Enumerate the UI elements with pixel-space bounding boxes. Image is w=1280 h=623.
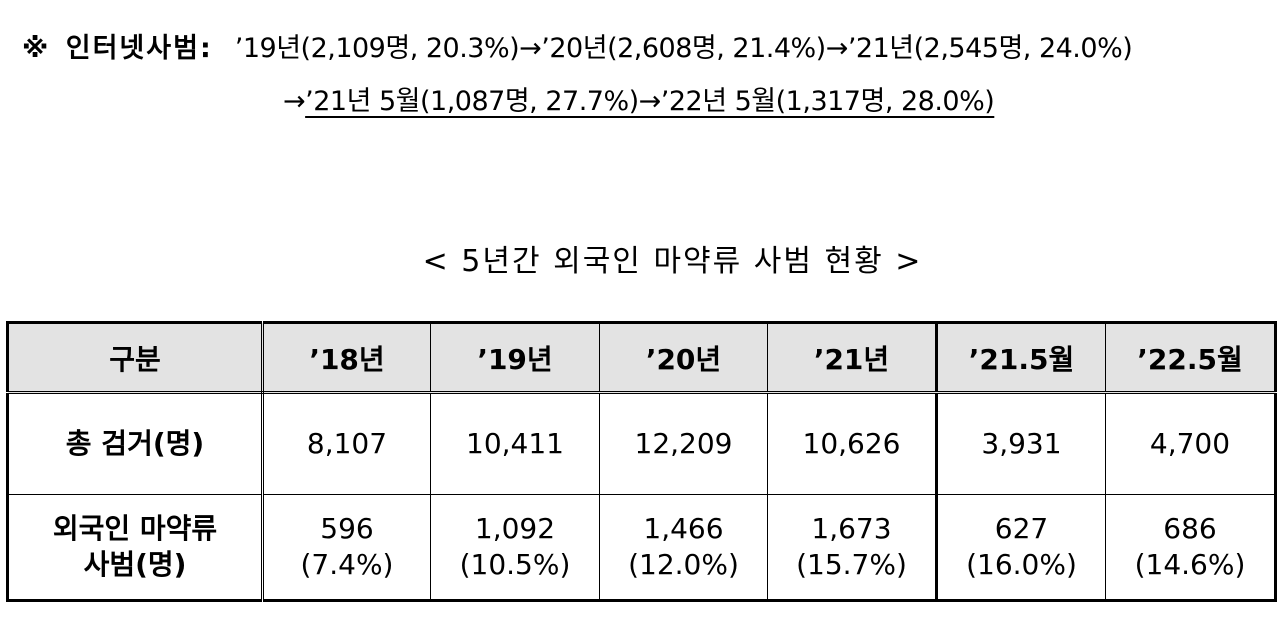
arrow-icon: → [283, 86, 306, 117]
table-cell: 1,673 (15.7%) [767, 494, 937, 601]
table-cell: 1,092 (10.5%) [430, 494, 600, 601]
cell-share: (7.4%) [300, 548, 394, 581]
table-cell: 10,626 [767, 392, 937, 495]
cell-share: (10.5%) [459, 548, 571, 581]
cell-count: 596 [320, 512, 374, 545]
table-cell: 8,107 [262, 392, 431, 495]
table-cell: 4,700 [1105, 392, 1276, 495]
note-line-2: →’21년 5월(1,087명, 27.7%)→’22년 5월(1,317명, … [283, 79, 995, 118]
table-cell: 3,931 [935, 392, 1106, 495]
table-row-total-arrests: 총 검거(명) 8,107 10,411 12,209 10,626 3,931… [7, 392, 1276, 495]
header-2021-may: ’21.5월 [935, 322, 1106, 394]
cell-share: (14.6%) [1134, 548, 1246, 581]
drug-offender-table: 구분 ’18년 ’19년 ’20년 ’21년 ’21.5월 ’22.5월 총 검… [6, 321, 1277, 602]
note-line-1: ※ 인터넷사범: ’19년(2,109명, 20.3%)→’20년(2,608명, … [22, 26, 1133, 65]
cell-count: 627 [994, 512, 1049, 545]
table-cell: 12,209 [599, 392, 768, 495]
cell-count: 686 [1163, 512, 1217, 545]
header-2019: ’19년 [430, 322, 600, 394]
row-label-foreign-offenders: 외국인 마약류 사범(명) [7, 494, 264, 601]
reference-mark: ※ [22, 33, 48, 64]
header-2021: ’21년 [767, 322, 937, 394]
row-label-line: 외국인 마약류 [52, 512, 218, 545]
cell-share: (15.7%) [796, 548, 907, 581]
note-trend-text: ’19년(2,109명, 20.3%)→’20년(2,608명, 21.4%)→… [234, 33, 1133, 64]
cell-share: (16.0%) [966, 548, 1077, 581]
row-label-line: 사범(명) [83, 548, 187, 581]
header-category: 구분 [7, 322, 264, 394]
table-cell: 10,411 [430, 392, 600, 495]
note-label: 인터넷사범: [65, 33, 213, 64]
table-cell: 1,466 (12.0%) [599, 494, 768, 601]
table-cell: 686 (14.6%) [1105, 494, 1276, 601]
cell-share: (12.0%) [628, 548, 739, 581]
cell-count: 1,466 [643, 512, 724, 545]
note-trend-highlight: ’21년 5월(1,087명, 27.7%)→’22년 5월(1,317명, 2… [305, 86, 995, 117]
row-label-total-arrests: 총 검거(명) [7, 392, 264, 495]
table-cell: 627 (16.0%) [935, 494, 1106, 601]
table-row-foreign-offenders: 외국인 마약류 사범(명) 596 (7.4%) 1,092 (10.5%) 1… [7, 494, 1276, 601]
cell-count: 1,673 [811, 512, 892, 545]
header-2018: ’18년 [262, 322, 431, 394]
table-header-row: 구분 ’18년 ’19년 ’20년 ’21년 ’21.5월 ’22.5월 [7, 322, 1276, 394]
table-title: < 5년간 외국인 마약류 사범 현황 > [422, 244, 923, 279]
table-cell: 596 (7.4%) [262, 494, 431, 601]
header-2020: ’20년 [599, 322, 768, 394]
cell-count: 1,092 [474, 512, 556, 545]
header-2022-may: ’22.5월 [1105, 322, 1276, 394]
